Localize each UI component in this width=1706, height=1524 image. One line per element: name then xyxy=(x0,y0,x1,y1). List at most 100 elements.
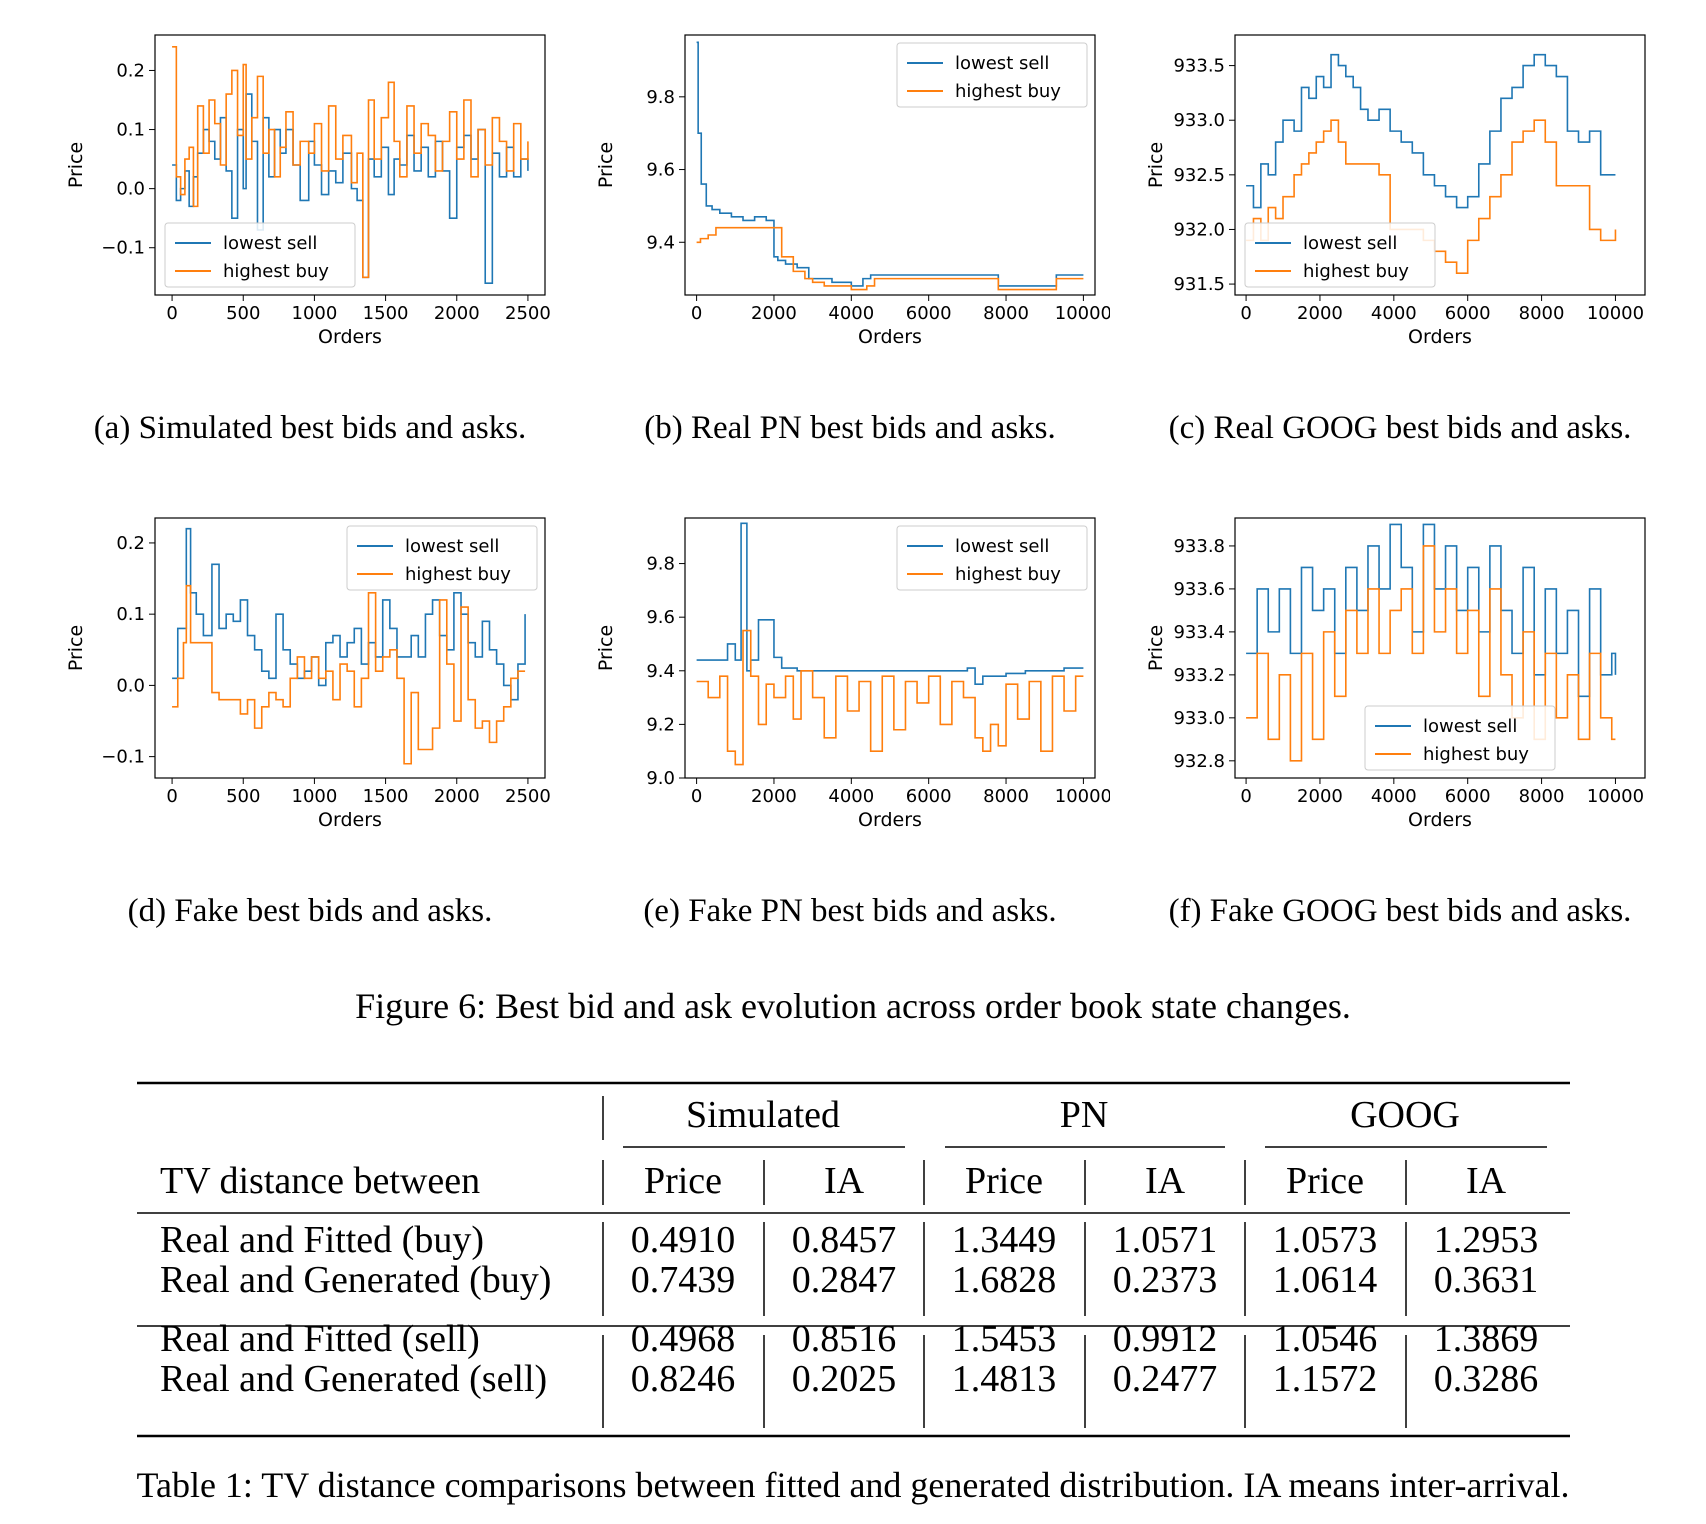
y-tick-label: 9.8 xyxy=(646,87,675,108)
x-tick-label: 2500 xyxy=(505,303,551,324)
legend-label: highest buy xyxy=(955,564,1061,585)
chart-f: 0 2000 4000 6000 8000 10000 932.8 933.0 933.2 933… xyxy=(1145,517,1646,831)
x-tick-label: 6000 xyxy=(906,786,952,807)
x-tick-label: 10000 xyxy=(1055,786,1110,807)
table-cell: 1.6828 xyxy=(952,1259,1057,1301)
y-axis-label: Price xyxy=(1145,142,1167,188)
legend: lowest sell highest buy xyxy=(1244,222,1436,288)
plot-frame xyxy=(1234,517,1646,779)
x-tick-label: 500 xyxy=(226,786,260,807)
y-tick-label: 9.6 xyxy=(646,607,675,628)
x-tick-label: 8000 xyxy=(1519,786,1565,807)
x-axis-label: Orders xyxy=(858,809,922,831)
subheader-sim-price: Price xyxy=(644,1160,722,1202)
x-tick-label: 10000 xyxy=(1587,786,1644,807)
y-axis-label: Price xyxy=(1145,625,1167,671)
table-cell: 1.0573 xyxy=(1273,1219,1378,1261)
y-tick-label: 0.0 xyxy=(116,675,145,696)
y-axis-label: Price xyxy=(65,625,87,671)
table-cell: 1.1572 xyxy=(1273,1358,1378,1400)
plot-area xyxy=(172,46,529,284)
table-cell: 0.2373 xyxy=(1113,1259,1218,1301)
plot-frame xyxy=(154,34,546,296)
y-tick-label: 9.8 xyxy=(646,554,675,575)
legend: lowest sell highest buy xyxy=(164,222,356,288)
group-header-simulated: Simulated xyxy=(686,1094,840,1136)
group-header-goog: GOOG xyxy=(1350,1094,1460,1136)
legend-box xyxy=(1364,705,1556,771)
table-row-label: Real and Generated (sell) xyxy=(160,1358,547,1400)
plot-frame xyxy=(154,517,546,779)
x-tick-label: 2000 xyxy=(434,786,480,807)
x-tick-label: 500 xyxy=(226,303,260,324)
table-cell: 0.4968 xyxy=(631,1318,736,1360)
legend-label: highest buy xyxy=(405,564,511,585)
y-tick-label: 933.6 xyxy=(1173,579,1225,600)
y-tick-label: −0.1 xyxy=(101,747,145,768)
legend-label: highest buy xyxy=(223,261,329,282)
subheader-pn-price: Price xyxy=(965,1160,1043,1202)
x-axis-label: Orders xyxy=(318,809,382,831)
y-tick-label: 933.2 xyxy=(1173,665,1225,686)
x-tick-label: 2500 xyxy=(505,786,551,807)
y-tick-label: 933.0 xyxy=(1173,110,1225,131)
table-cell: 1.4813 xyxy=(952,1358,1057,1400)
table-cell: 0.2847 xyxy=(792,1259,897,1301)
series-line-highest-buy xyxy=(172,584,526,765)
chart-panel-e: 0 2000 4000 6000 8000 10000 9.0 9.2 9.4 9.6 9.8 Ord… xyxy=(590,508,1110,868)
x-tick-label: 1500 xyxy=(363,786,409,807)
legend: lowest sell highest buy xyxy=(1364,705,1556,771)
x-tick-label: 0 xyxy=(1240,303,1251,324)
legend-box xyxy=(1244,222,1436,288)
plot-area xyxy=(696,522,1084,766)
y-tick-label: 0.0 xyxy=(116,179,145,200)
plot-frame xyxy=(684,34,1096,296)
table-cell: 1.2953 xyxy=(1434,1219,1539,1261)
x-tick-label: 0 xyxy=(691,303,702,324)
y-tick-label: 932.8 xyxy=(1173,751,1225,772)
chart-c: 0 2000 4000 6000 8000 10000 931.5 932.0 932.5 933… xyxy=(1145,34,1646,348)
legend-box xyxy=(346,525,538,591)
chart-panel-b: 0 2000 4000 6000 8000 10000 9.4 9.6 9.8 Orders Pri… xyxy=(590,25,1110,385)
subcaption-d: (d) Fake best bids and asks. xyxy=(127,893,493,929)
plot-frame xyxy=(684,517,1096,779)
y-tick-label: 9.4 xyxy=(646,232,675,253)
row-header-label: TV distance between xyxy=(160,1160,480,1202)
x-axis-label: Orders xyxy=(1408,809,1472,831)
legend-label: highest buy xyxy=(1303,261,1409,282)
x-axis-label: Orders xyxy=(318,326,382,348)
table-cell: 0.3286 xyxy=(1434,1358,1539,1400)
x-axis-label: Orders xyxy=(858,326,922,348)
table-cell: 0.4910 xyxy=(631,1219,736,1261)
legend: lowest sell highest buy xyxy=(896,525,1088,591)
legend-box xyxy=(896,42,1088,108)
plot-area xyxy=(172,527,526,765)
table-cell: 1.3449 xyxy=(952,1219,1057,1261)
y-tick-label: 9.6 xyxy=(646,160,675,181)
x-tick-label: 10000 xyxy=(1055,303,1110,324)
x-tick-label: 0 xyxy=(1240,786,1251,807)
subcaption-a: (a) Simulated best bids and asks. xyxy=(93,410,527,446)
legend-label: lowest sell xyxy=(1423,716,1517,737)
series-line-lowest-sell xyxy=(696,41,1084,287)
subheader-pn-ia: IA xyxy=(1145,1160,1186,1202)
table-cell: 0.8246 xyxy=(631,1358,736,1400)
legend-box xyxy=(164,222,356,288)
y-tick-label: 9.0 xyxy=(646,768,675,789)
x-tick-label: 0 xyxy=(691,786,702,807)
table-cell: 0.2477 xyxy=(1113,1358,1218,1400)
table-cell: 0.9912 xyxy=(1113,1318,1218,1360)
x-tick-label: 4000 xyxy=(1371,786,1417,807)
x-tick-label: 2000 xyxy=(751,303,797,324)
y-tick-label: 931.5 xyxy=(1173,274,1225,295)
x-tick-label: 4000 xyxy=(1371,303,1417,324)
y-axis-label: Price xyxy=(65,142,87,188)
x-tick-label: 4000 xyxy=(828,786,874,807)
x-tick-label: 0 xyxy=(166,303,177,324)
y-tick-label: 932.5 xyxy=(1173,165,1225,186)
chart-a: 0 500 1000 1500 2000 2500 −0.1 0.0 0.1 0.2 Orders P… xyxy=(65,34,551,348)
chart-panel-d: 0 500 1000 1500 2000 2500 −0.1 0.0 0.1 0.2 Orders P… xyxy=(60,508,560,868)
series-line-lowest-sell xyxy=(696,522,1084,685)
legend: lowest sell highest buy xyxy=(896,42,1088,108)
chart-panel-f: 0 2000 4000 6000 8000 10000 932.8 933.0 933.2 933… xyxy=(1140,508,1660,868)
